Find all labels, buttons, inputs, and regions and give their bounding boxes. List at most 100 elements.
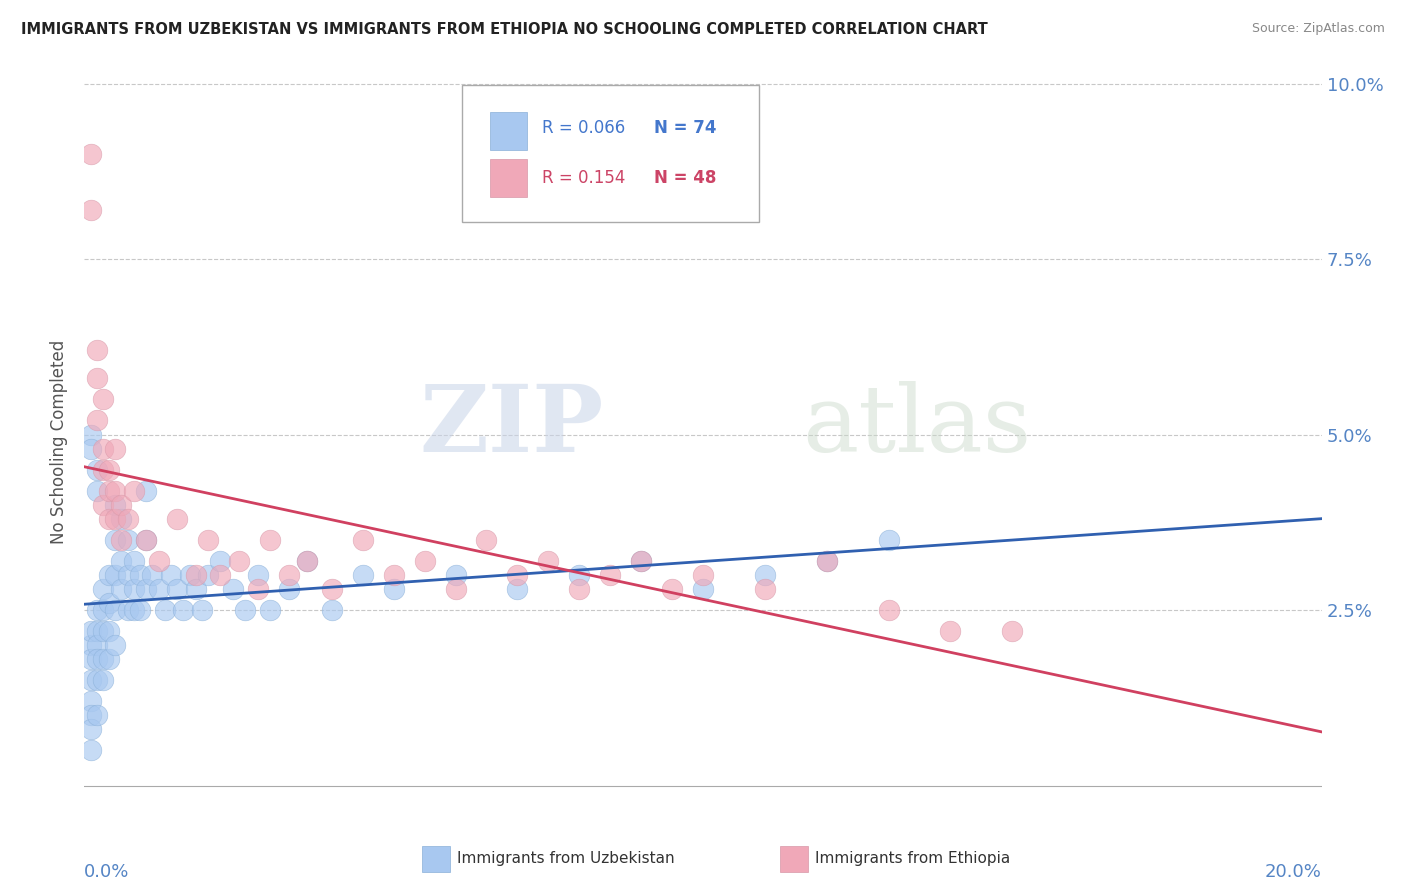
Point — [110, 554, 132, 568]
Point — [91, 673, 114, 688]
Point — [91, 392, 114, 407]
Point — [148, 582, 170, 596]
Point — [877, 603, 900, 617]
Point — [141, 568, 163, 582]
Point — [91, 442, 114, 456]
Point — [86, 371, 108, 385]
Point — [475, 533, 498, 547]
Point — [104, 533, 127, 547]
Point — [110, 582, 132, 596]
Point — [129, 568, 152, 582]
Point — [148, 554, 170, 568]
Point — [233, 603, 256, 617]
Text: 0.0%: 0.0% — [84, 863, 129, 880]
Point — [277, 582, 299, 596]
Point — [122, 603, 145, 617]
Point — [413, 554, 436, 568]
Point — [599, 568, 621, 582]
Point — [98, 652, 121, 666]
Point — [117, 533, 139, 547]
Point — [754, 582, 776, 596]
Point — [79, 442, 101, 456]
Point — [537, 554, 560, 568]
Point — [246, 582, 269, 596]
Point — [91, 624, 114, 639]
Point — [117, 568, 139, 582]
Point — [117, 512, 139, 526]
Point — [104, 512, 127, 526]
Point — [172, 603, 194, 617]
Point — [91, 652, 114, 666]
Point — [104, 638, 127, 652]
Point — [939, 624, 962, 639]
Point — [122, 483, 145, 498]
Point — [228, 554, 250, 568]
Point — [877, 533, 900, 547]
Point — [104, 442, 127, 456]
Point — [79, 146, 101, 161]
Point — [79, 743, 101, 757]
Point — [184, 582, 207, 596]
Point — [110, 512, 132, 526]
Point — [86, 603, 108, 617]
Text: N = 48: N = 48 — [654, 169, 716, 186]
Point — [91, 498, 114, 512]
Point — [110, 533, 132, 547]
Point — [1001, 624, 1024, 639]
Point — [86, 708, 108, 723]
Point — [209, 554, 232, 568]
Point — [209, 568, 232, 582]
Point — [692, 568, 714, 582]
Point — [91, 462, 114, 476]
Point — [166, 582, 188, 596]
Point — [98, 462, 121, 476]
Point — [506, 568, 529, 582]
Point — [117, 603, 139, 617]
Point — [382, 568, 405, 582]
Point — [122, 582, 145, 596]
Point — [295, 554, 318, 568]
Point — [135, 533, 157, 547]
Point — [630, 554, 652, 568]
Point — [98, 624, 121, 639]
Text: N = 74: N = 74 — [654, 120, 716, 137]
Point — [321, 582, 343, 596]
Point — [222, 582, 245, 596]
Point — [444, 568, 467, 582]
Point — [98, 596, 121, 610]
Point — [661, 582, 683, 596]
Point — [86, 673, 108, 688]
Point — [86, 638, 108, 652]
Point — [815, 554, 838, 568]
Text: Source: ZipAtlas.com: Source: ZipAtlas.com — [1251, 22, 1385, 36]
Point — [754, 568, 776, 582]
Point — [321, 603, 343, 617]
Point — [630, 554, 652, 568]
Point — [506, 582, 529, 596]
Point — [129, 603, 152, 617]
Point — [191, 603, 214, 617]
Point — [277, 568, 299, 582]
Point — [135, 483, 157, 498]
Y-axis label: No Schooling Completed: No Schooling Completed — [51, 340, 69, 543]
Point — [86, 652, 108, 666]
Point — [110, 498, 132, 512]
Point — [184, 568, 207, 582]
Point — [91, 582, 114, 596]
Text: IMMIGRANTS FROM UZBEKISTAN VS IMMIGRANTS FROM ETHIOPIA NO SCHOOLING COMPLETED CO: IMMIGRANTS FROM UZBEKISTAN VS IMMIGRANTS… — [21, 22, 988, 37]
Point — [98, 483, 121, 498]
Point — [352, 568, 374, 582]
Bar — [491, 112, 527, 150]
Point — [86, 413, 108, 427]
Text: R = 0.066: R = 0.066 — [543, 120, 626, 137]
Point — [104, 568, 127, 582]
Point — [79, 673, 101, 688]
Point — [352, 533, 374, 547]
Point — [98, 568, 121, 582]
Point — [197, 533, 219, 547]
Point — [166, 512, 188, 526]
Point — [79, 202, 101, 217]
Point — [79, 708, 101, 723]
FancyBboxPatch shape — [461, 85, 759, 221]
Point — [259, 603, 281, 617]
